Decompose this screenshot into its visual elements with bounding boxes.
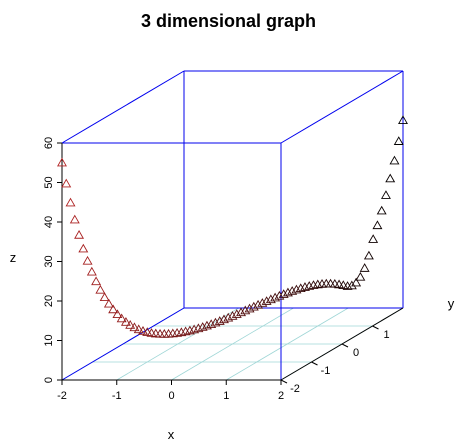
data-point	[376, 205, 387, 215]
data-point	[231, 309, 242, 318]
z-tick-label-4: 40	[43, 216, 55, 228]
floor-grid	[61, 307, 404, 381]
y-tick-3	[372, 325, 379, 330]
data-point	[325, 278, 336, 288]
y-tick-label-1: -1	[321, 365, 331, 377]
data-point	[236, 307, 247, 317]
data-point	[299, 282, 310, 291]
data-point	[363, 250, 374, 260]
data-point	[359, 263, 370, 272]
data-point	[142, 327, 153, 336]
data-point	[120, 317, 131, 326]
data-point	[227, 311, 238, 320]
data-point	[69, 214, 80, 224]
data-point	[282, 287, 293, 297]
data-point	[338, 280, 349, 290]
data-point	[57, 157, 67, 167]
y-tick-2	[341, 343, 349, 348]
x-tick-label-3: 1	[223, 390, 229, 402]
z-tick-label-2: 20	[43, 295, 55, 307]
data-point	[197, 322, 208, 331]
x-tick-label-1: -1	[112, 390, 122, 402]
data-point	[125, 320, 136, 329]
data-point	[103, 298, 114, 308]
data-points	[57, 115, 408, 338]
box-edge-2	[61, 307, 185, 381]
data-point	[193, 323, 204, 333]
data-point	[351, 277, 362, 287]
data-point	[248, 301, 259, 311]
data-point	[133, 324, 144, 334]
data-point	[253, 299, 264, 309]
x-tick-label-4: 2	[278, 390, 284, 402]
z-tick-label-3: 30	[43, 255, 55, 267]
data-point	[86, 266, 97, 276]
data-point	[108, 304, 119, 314]
data-point	[287, 286, 298, 295]
data-point	[201, 320, 212, 330]
y-tick-label-2: 0	[353, 347, 359, 359]
data-point	[355, 271, 366, 281]
y-axis-label: y	[448, 296, 455, 311]
data-point	[270, 292, 281, 302]
bounding-box	[61, 70, 404, 381]
data-point	[95, 284, 106, 294]
data-point	[240, 305, 251, 315]
z-axis-label: z	[10, 250, 17, 265]
z-tick-label-6: 60	[43, 137, 55, 149]
y-tick-label-3: 1	[383, 329, 389, 341]
box-edge-4	[280, 70, 404, 144]
z-tick-label-0: 0	[43, 377, 55, 383]
data-point	[99, 292, 110, 302]
data-point	[274, 290, 285, 300]
data-point	[321, 278, 332, 288]
data-point	[295, 283, 306, 293]
data-point	[291, 284, 302, 294]
y-tick-label-0: -2	[290, 383, 300, 395]
x-tick-label-2: 0	[168, 390, 174, 402]
data-point	[65, 197, 76, 207]
data-point	[346, 280, 357, 290]
data-point	[129, 322, 140, 332]
data-point	[368, 234, 379, 243]
data-point	[78, 243, 89, 253]
data-point	[223, 312, 234, 322]
data-point	[210, 317, 221, 327]
box-edge-6	[61, 70, 185, 144]
y-tick-0	[280, 379, 288, 384]
data-point	[278, 289, 289, 298]
data-point	[61, 178, 72, 188]
data-point	[159, 329, 170, 338]
z-tick-label-1: 10	[43, 334, 55, 346]
chart-title: 3 dimensional graph	[141, 11, 316, 31]
y-tick-1	[311, 361, 318, 366]
data-point	[112, 309, 123, 319]
data-point	[82, 255, 93, 265]
data-point	[91, 276, 102, 286]
data-point	[214, 316, 225, 325]
data-point	[380, 190, 391, 199]
data-point	[334, 279, 345, 289]
data-point	[116, 313, 127, 323]
data-point	[385, 173, 396, 183]
data-point	[398, 115, 408, 124]
data-point	[261, 296, 272, 305]
x-axis-label: x	[168, 427, 175, 442]
data-point	[138, 325, 148, 335]
z-tick-label-5: 50	[43, 176, 55, 188]
data-point	[372, 220, 383, 230]
data-point	[257, 298, 268, 307]
data-point	[206, 319, 217, 328]
data-point	[393, 136, 404, 145]
data-point	[74, 230, 85, 239]
data-point	[389, 155, 400, 165]
data-point	[218, 314, 229, 324]
data-point	[189, 324, 200, 334]
data-point	[244, 303, 255, 313]
data-point	[265, 294, 276, 304]
data-point	[184, 325, 195, 335]
x-tick-label-0: -2	[57, 390, 67, 402]
